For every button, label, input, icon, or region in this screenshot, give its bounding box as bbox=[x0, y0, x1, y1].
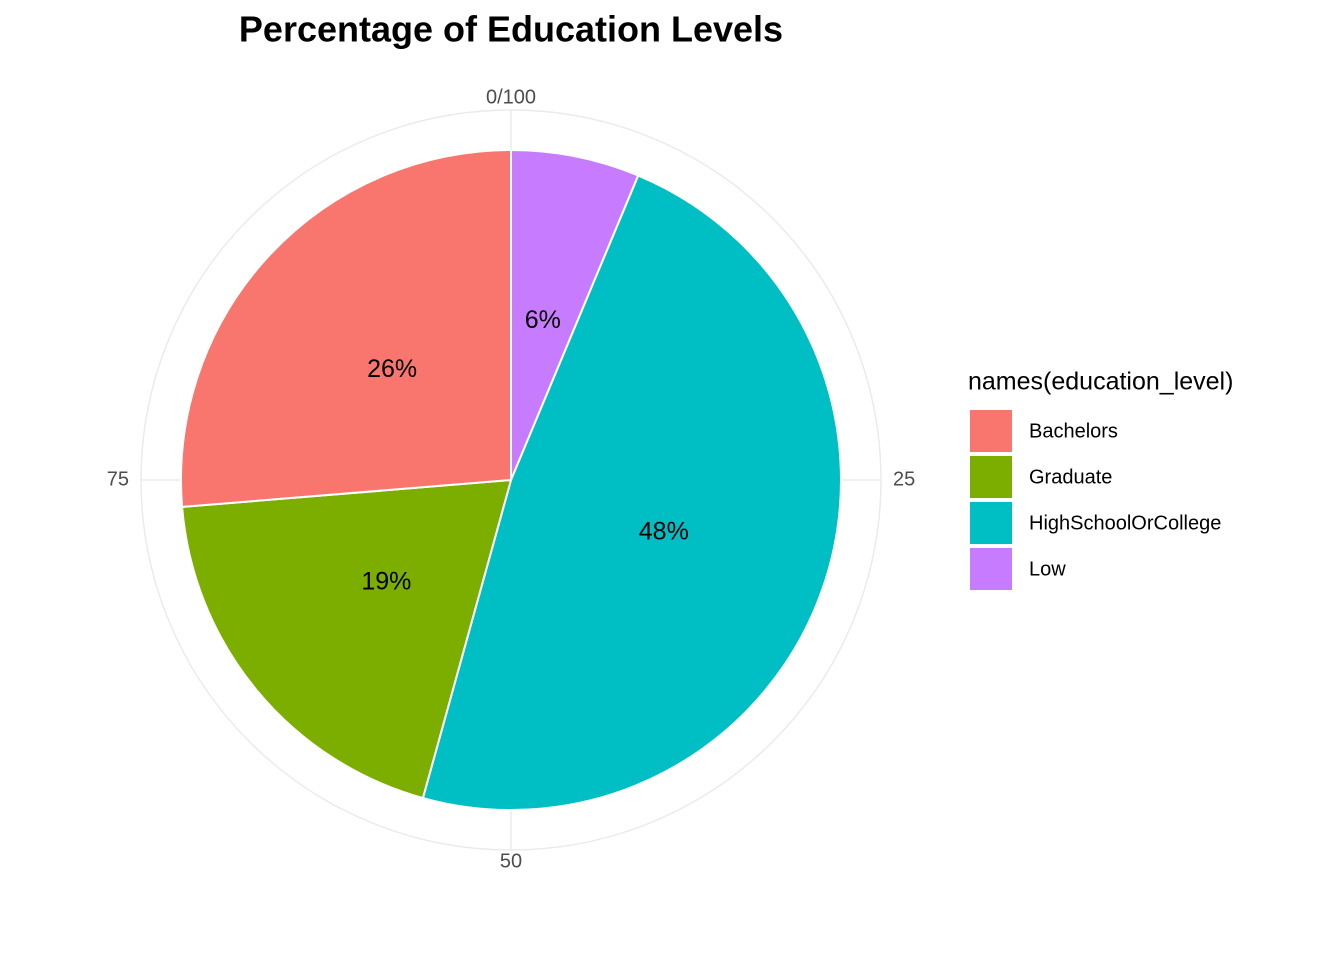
value-label: 48% bbox=[639, 517, 689, 545]
legend-label: Graduate bbox=[1029, 466, 1112, 488]
pie-slice bbox=[181, 478, 513, 800]
legend-label: Low bbox=[1029, 558, 1066, 580]
value-label: 19% bbox=[361, 568, 411, 596]
pie-slice bbox=[180, 148, 512, 509]
chart-title: Percentage of Education Levels bbox=[239, 9, 783, 50]
theta-tick-label: 0/100 bbox=[486, 86, 536, 108]
legend-title: names(education_level) bbox=[968, 368, 1233, 396]
theta-tick-label: 50 bbox=[500, 850, 522, 872]
legend-key bbox=[970, 548, 1012, 590]
legend-key bbox=[970, 456, 1012, 498]
value-label: 26% bbox=[367, 355, 417, 383]
pie-slice bbox=[510, 148, 640, 481]
theta-tick-label: 25 bbox=[893, 468, 915, 490]
legend-label: Bachelors bbox=[1029, 420, 1118, 442]
legend-label: HighSchoolOrCollege bbox=[1029, 512, 1221, 534]
theta-tick-label: 75 bbox=[107, 468, 129, 490]
value-label: 6% bbox=[525, 306, 561, 334]
legend-key bbox=[970, 502, 1012, 544]
pie-slice bbox=[421, 174, 842, 811]
legend-key bbox=[970, 410, 1012, 452]
